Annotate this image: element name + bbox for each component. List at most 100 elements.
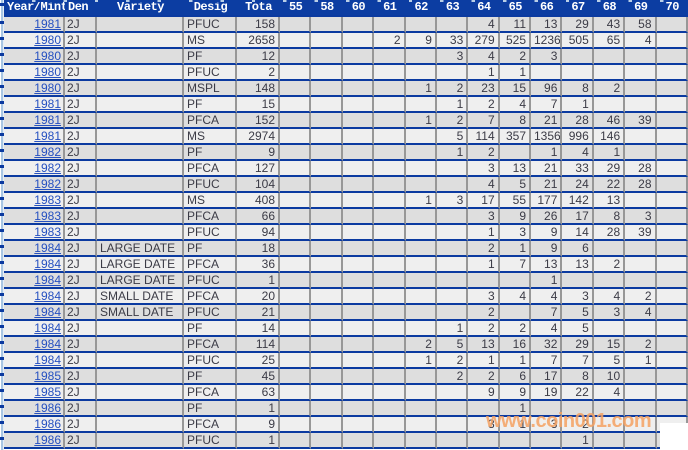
- den-cell: 2J: [65, 97, 97, 113]
- table-row: 1984 2J LARGE DATE PFCA 36 1 7 13 13 2: [4, 257, 688, 273]
- grade-cell-64: 3: [468, 417, 500, 433]
- grade-cell-66: 1: [531, 273, 563, 289]
- year-link[interactable]: 1980: [34, 81, 61, 95]
- grade-cell-63: 5: [436, 129, 469, 145]
- grade-cell-62: [405, 65, 437, 81]
- year-link[interactable]: 1985: [34, 385, 61, 399]
- desig-cell: PFUC: [184, 17, 237, 33]
- grade-cell-64: 1: [468, 225, 500, 241]
- grade-cell-63: [436, 65, 469, 81]
- year-link[interactable]: 1986: [34, 401, 61, 415]
- year-link[interactable]: 1985: [34, 369, 61, 383]
- total-cell: 36: [237, 257, 280, 273]
- den-cell: 2J: [65, 401, 97, 417]
- table-row: 1984 2J LARGE DATE PFUC 1 1: [4, 273, 688, 289]
- grade-cell-60: [342, 353, 375, 369]
- grade-cell-60: [342, 177, 375, 193]
- year-link[interactable]: 1984: [34, 305, 61, 319]
- year-link[interactable]: 1982: [34, 177, 61, 191]
- col-header-total: Tota: [237, 0, 280, 17]
- year-cell: 1982: [4, 161, 65, 177]
- year-cell: 1980: [4, 33, 65, 49]
- grade-cell-58: [311, 225, 343, 241]
- grade-cell-61: [374, 305, 406, 321]
- year-link[interactable]: 1981: [34, 129, 61, 143]
- den-cell: 2J: [65, 177, 97, 193]
- grade-cell-68: 28: [593, 225, 626, 241]
- year-link[interactable]: 1984: [34, 337, 61, 351]
- year-link[interactable]: 1986: [34, 417, 61, 431]
- col-header-69: 69: [625, 0, 657, 17]
- year-link[interactable]: 1981: [34, 97, 61, 111]
- table-row: 1980 2J MS 2658 2 9 33 279 525 1236 505 65 4: [4, 33, 688, 49]
- grade-cell-63: [436, 401, 469, 417]
- variety-cell: LARGE DATE: [97, 273, 184, 289]
- table-row: 1982 2J PF 9 1 2 1 4 1: [4, 145, 688, 161]
- grade-cell-68: 4: [593, 289, 626, 305]
- grade-cell-64: 17: [468, 193, 500, 209]
- year-link[interactable]: 1980: [34, 49, 61, 63]
- grade-cell-69: [625, 257, 657, 273]
- grade-cell-61: [374, 385, 406, 401]
- grade-cell-70: [656, 337, 688, 353]
- grade-cell-55: [280, 241, 312, 257]
- year-link[interactable]: 1980: [34, 33, 61, 47]
- grade-cell-69: [625, 193, 657, 209]
- grade-cell-64: 3: [468, 289, 500, 305]
- grade-cell-58: [311, 161, 343, 177]
- total-cell: 15: [237, 97, 280, 113]
- year-link[interactable]: 1980: [34, 65, 61, 79]
- grade-cell-68: 4: [593, 385, 626, 401]
- desig-cell: PFUC: [184, 225, 237, 241]
- grade-cell-64: 2: [468, 305, 500, 321]
- grade-cell-66: 3: [531, 417, 563, 433]
- grade-cell-61: [374, 337, 406, 353]
- year-link[interactable]: 1982: [34, 161, 61, 175]
- desig-cell: PFUC: [184, 273, 237, 289]
- year-link[interactable]: 1983: [34, 193, 61, 207]
- desig-cell: PF: [184, 321, 237, 337]
- grade-cell-55: [280, 209, 312, 225]
- grade-cell-58: [311, 369, 343, 385]
- total-cell: 21: [237, 305, 280, 321]
- header-row: Year/Mint Den Variety Desig Tota 55 58 6…: [4, 0, 688, 17]
- year-link[interactable]: 1984: [34, 353, 61, 367]
- year-link[interactable]: 1984: [34, 257, 61, 271]
- year-cell: 1984: [4, 257, 65, 273]
- den-cell: 2J: [65, 321, 97, 337]
- year-link[interactable]: 1983: [34, 225, 61, 239]
- grade-cell-61: 2: [374, 33, 406, 49]
- grade-cell-66: 177: [531, 193, 563, 209]
- grade-cell-61: [374, 225, 406, 241]
- year-link[interactable]: 1981: [34, 17, 61, 31]
- grade-cell-67: [562, 273, 594, 289]
- table-row: 1984 2J PF 14 1 2 2 4 5: [4, 321, 688, 337]
- grade-cell-65: 6: [499, 369, 531, 385]
- den-cell: 2J: [65, 385, 97, 401]
- year-link[interactable]: 1984: [34, 273, 61, 287]
- year-link[interactable]: 1984: [34, 289, 61, 303]
- col-header-61: 61: [374, 0, 406, 17]
- year-link[interactable]: 1981: [34, 113, 61, 127]
- year-link[interactable]: 1983: [34, 209, 61, 223]
- total-cell: 66: [237, 209, 280, 225]
- year-link[interactable]: 1986: [34, 433, 61, 447]
- grade-cell-62: [405, 257, 437, 273]
- grade-cell-63: [436, 17, 469, 33]
- year-link[interactable]: 1982: [34, 145, 61, 159]
- table-row: 1984 2J LARGE DATE PF 18 2 1 9 6: [4, 241, 688, 257]
- grade-cell-58: [311, 257, 343, 273]
- grade-cell-70: [656, 401, 688, 417]
- year-link[interactable]: 1984: [34, 241, 61, 255]
- year-link[interactable]: 1984: [34, 321, 61, 335]
- grade-cell-66: 7: [531, 97, 563, 113]
- grade-cell-62: [405, 385, 437, 401]
- den-cell: 2J: [65, 17, 97, 33]
- table-row: 1983 2J PFUC 94 1 3 9 14 28 39: [4, 225, 688, 241]
- grade-cell-67: [562, 65, 594, 81]
- variety-cell: [97, 321, 184, 337]
- grade-cell-69: 4: [625, 33, 657, 49]
- desig-cell: PF: [184, 49, 237, 65]
- year-cell: 1983: [4, 193, 65, 209]
- grade-cell-60: [342, 33, 375, 49]
